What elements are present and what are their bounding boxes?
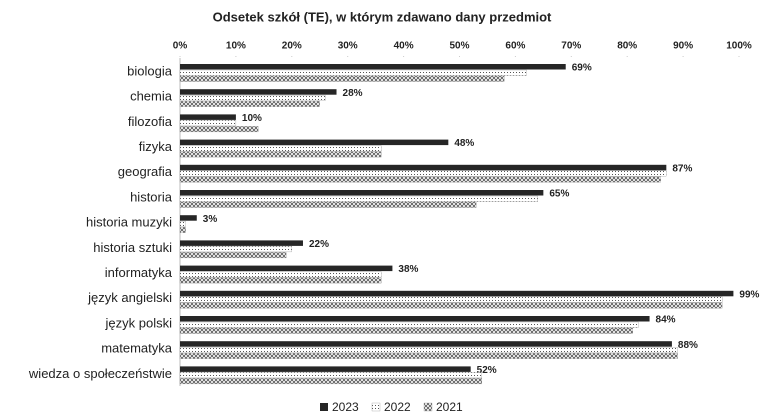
bar xyxy=(180,190,544,196)
y-tick-label: geografia xyxy=(118,164,173,179)
y-tick-label: język polski xyxy=(105,315,173,330)
bar xyxy=(180,139,449,146)
bar xyxy=(180,164,667,171)
data-label: 10% xyxy=(242,113,262,124)
x-tick-label: 40% xyxy=(394,41,414,52)
bar xyxy=(179,69,527,76)
bar xyxy=(179,372,483,379)
x-tick-label: 90% xyxy=(673,41,693,52)
data-label: 22% xyxy=(309,239,329,250)
y-tick-label: informatyka xyxy=(105,265,173,280)
x-tick-label: 70% xyxy=(561,41,581,52)
data-label: 38% xyxy=(398,264,418,275)
bar xyxy=(179,277,382,284)
y-tick-label: matematyka xyxy=(101,341,173,356)
bar xyxy=(179,327,633,334)
bar xyxy=(180,316,650,322)
y-tick-label: historia sztuki xyxy=(93,240,172,255)
bar xyxy=(179,201,477,208)
bar xyxy=(180,341,672,347)
data-label: 52% xyxy=(477,365,497,376)
x-tick-label: 10% xyxy=(226,41,246,52)
bar xyxy=(180,240,303,246)
x-tick-label: 50% xyxy=(449,41,469,52)
data-label: 88% xyxy=(678,340,698,351)
legend-label: 2021 xyxy=(436,400,463,414)
bar xyxy=(179,120,237,127)
bar xyxy=(180,215,197,221)
bar xyxy=(179,227,186,233)
bar xyxy=(179,170,667,177)
y-tick-label: historia muzyki xyxy=(86,215,172,230)
bar xyxy=(179,221,186,227)
data-label: 48% xyxy=(454,138,474,149)
bar xyxy=(179,101,320,107)
y-tick-label: chemia xyxy=(130,89,173,104)
bar xyxy=(180,366,471,372)
data-label: 65% xyxy=(549,189,569,200)
legend-label: 2022 xyxy=(384,400,411,414)
bar xyxy=(179,271,382,278)
y-tick-label: język angielski xyxy=(87,290,172,305)
x-tick-label: 60% xyxy=(505,41,525,52)
bar xyxy=(179,195,538,202)
data-label: 28% xyxy=(343,88,363,99)
bar xyxy=(179,126,259,133)
legend-label: 2023 xyxy=(332,400,359,414)
bar xyxy=(179,378,483,385)
data-label: 99% xyxy=(739,289,759,300)
y-tick-label: wiedza o społeczeństwie xyxy=(28,366,172,381)
y-tick-label: fizyka xyxy=(139,139,173,154)
data-label: 69% xyxy=(572,63,592,74)
bar xyxy=(179,145,382,152)
bar xyxy=(180,265,393,272)
x-tick-label: 20% xyxy=(282,41,302,52)
bar xyxy=(179,347,678,353)
y-tick-label: biologia xyxy=(127,63,173,78)
bar xyxy=(179,75,505,82)
bar xyxy=(180,290,734,297)
bar xyxy=(179,95,326,101)
legend-swatch xyxy=(320,403,328,411)
data-label: 3% xyxy=(203,214,218,225)
bar xyxy=(179,252,287,259)
bar xyxy=(179,353,678,359)
bar xyxy=(179,296,723,303)
data-label: 84% xyxy=(656,315,676,326)
legend-swatch xyxy=(371,402,381,412)
x-tick-label: 30% xyxy=(338,41,358,52)
bar xyxy=(179,246,292,253)
x-tick-label: 0% xyxy=(173,41,188,52)
y-tick-label: historia xyxy=(130,189,173,204)
legend-swatch xyxy=(423,402,433,412)
bar xyxy=(179,321,639,328)
x-tick-label: 80% xyxy=(617,41,637,52)
y-tick-label: filozofia xyxy=(128,114,173,129)
data-label: 87% xyxy=(672,163,692,174)
bar xyxy=(180,64,566,70)
chart-title: Odsetek szkół (TE), w którym zdawano dan… xyxy=(213,9,552,24)
bar xyxy=(179,302,723,309)
bar xyxy=(180,114,236,120)
bar xyxy=(179,151,382,158)
bar xyxy=(180,89,337,95)
x-tick-label: 100% xyxy=(726,41,752,52)
bar xyxy=(179,176,661,183)
